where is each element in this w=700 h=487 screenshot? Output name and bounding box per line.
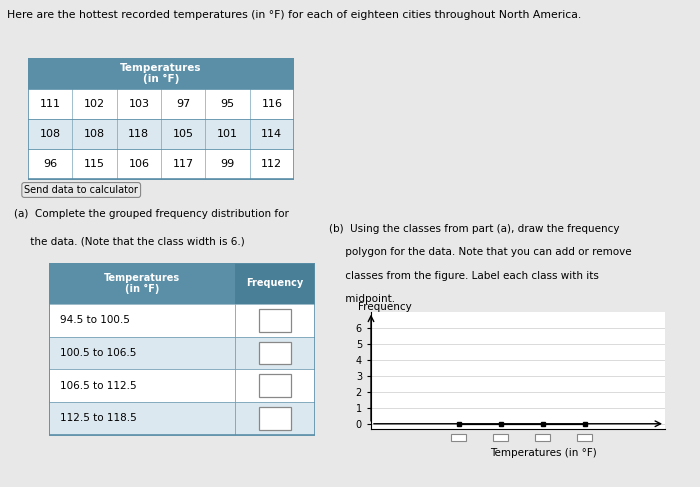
Text: (b)  Using the classes from part (a), draw the frequency: (b) Using the classes from part (a), dra…: [329, 224, 620, 234]
Text: (a)  Complete the grouped frequency distribution for: (a) Complete the grouped frequency distr…: [14, 209, 289, 220]
FancyBboxPatch shape: [28, 149, 294, 179]
Text: Frequency: Frequency: [246, 279, 304, 288]
Text: 99: 99: [220, 159, 234, 169]
Text: 112: 112: [261, 159, 282, 169]
Text: Temperatures
(in °F): Temperatures (in °F): [120, 63, 202, 84]
FancyBboxPatch shape: [235, 263, 315, 304]
FancyBboxPatch shape: [49, 402, 235, 435]
Text: 111: 111: [40, 99, 61, 109]
Text: classes from the figure. Label each class with its: classes from the figure. Label each clas…: [329, 271, 599, 281]
Text: 106.5 to 112.5: 106.5 to 112.5: [60, 381, 136, 391]
FancyBboxPatch shape: [259, 309, 291, 332]
Text: 100.5 to 106.5: 100.5 to 106.5: [60, 348, 136, 358]
Text: 118: 118: [128, 129, 149, 139]
FancyBboxPatch shape: [451, 434, 466, 441]
Text: Temperatures (in °F): Temperatures (in °F): [490, 448, 596, 458]
FancyBboxPatch shape: [49, 304, 235, 337]
Text: the data. (Note that the class width is 6.): the data. (Note that the class width is …: [14, 236, 245, 246]
Text: 102: 102: [84, 99, 105, 109]
Text: 94.5 to 100.5: 94.5 to 100.5: [60, 315, 130, 325]
FancyBboxPatch shape: [535, 434, 550, 441]
FancyBboxPatch shape: [235, 369, 315, 402]
Text: 108: 108: [84, 129, 105, 139]
FancyBboxPatch shape: [49, 337, 235, 369]
FancyBboxPatch shape: [28, 58, 294, 89]
FancyBboxPatch shape: [259, 375, 291, 397]
FancyBboxPatch shape: [49, 263, 235, 304]
FancyBboxPatch shape: [259, 407, 291, 430]
FancyBboxPatch shape: [235, 402, 315, 435]
Text: midpoint.: midpoint.: [329, 294, 395, 304]
Text: 112.5 to 118.5: 112.5 to 118.5: [60, 413, 136, 423]
Text: 116: 116: [261, 99, 282, 109]
Text: 97: 97: [176, 99, 190, 109]
FancyBboxPatch shape: [28, 89, 294, 119]
Text: 117: 117: [173, 159, 194, 169]
Text: Frequency: Frequency: [358, 302, 412, 312]
Text: Here are the hottest recorded temperatures (in °F) for each of eighteen cities t: Here are the hottest recorded temperatur…: [7, 10, 581, 20]
FancyBboxPatch shape: [259, 342, 291, 364]
FancyBboxPatch shape: [28, 119, 294, 149]
FancyBboxPatch shape: [493, 434, 508, 441]
FancyBboxPatch shape: [49, 369, 235, 402]
Text: 105: 105: [173, 129, 194, 139]
FancyBboxPatch shape: [577, 434, 592, 441]
Text: 103: 103: [128, 99, 149, 109]
Text: Send data to calculator: Send data to calculator: [25, 185, 138, 195]
Text: 115: 115: [84, 159, 105, 169]
Text: 101: 101: [217, 129, 238, 139]
Text: 108: 108: [40, 129, 61, 139]
Text: 114: 114: [261, 129, 282, 139]
Text: 106: 106: [128, 159, 149, 169]
FancyBboxPatch shape: [235, 304, 315, 337]
Text: 95: 95: [220, 99, 234, 109]
Text: polygon for the data. Note that you can add or remove: polygon for the data. Note that you can …: [329, 247, 631, 258]
Text: Temperatures
(in °F): Temperatures (in °F): [104, 273, 180, 294]
FancyBboxPatch shape: [235, 337, 315, 369]
Text: 96: 96: [43, 159, 57, 169]
